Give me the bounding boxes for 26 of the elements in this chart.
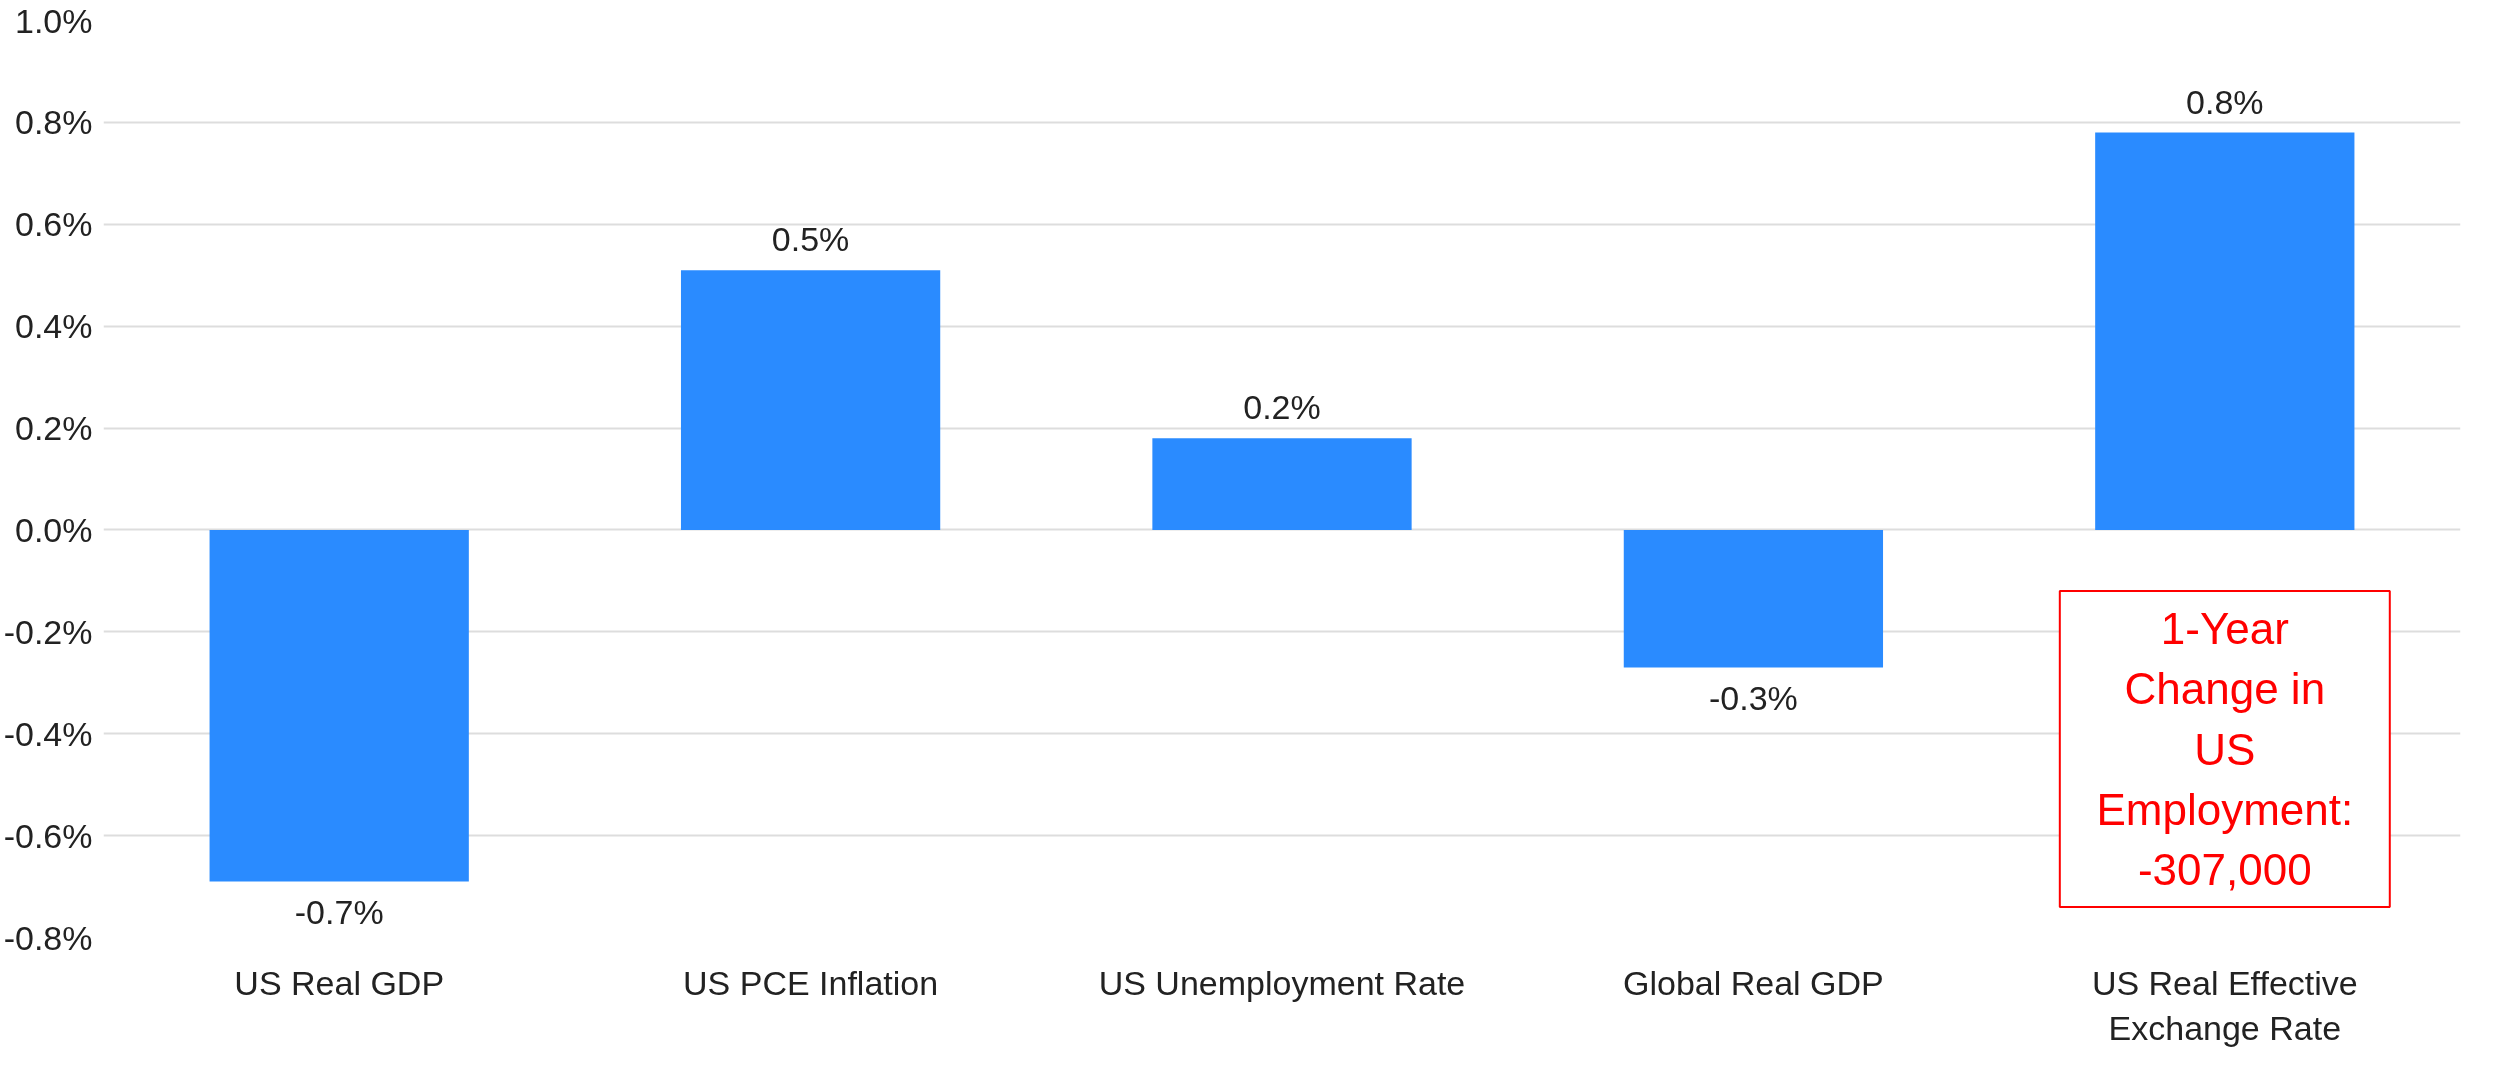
annotation: 1-Year Change in US Employment: -307,000: [2096, 604, 2354, 894]
bar: [2095, 132, 2355, 530]
x-tick-label: US Real Effective Exchange Rate: [2091, 963, 2358, 1048]
y-tick-label: 1.0%: [15, 1, 93, 40]
y-tick-label: -0.8%: [3, 918, 93, 957]
y-tick-label: 0.4%: [15, 307, 93, 346]
data-label: 0.2%: [1243, 388, 1321, 427]
y-tick-label: -0.2%: [3, 612, 93, 651]
bar: [209, 529, 469, 882]
y-tick-label: 0.8%: [15, 103, 93, 142]
bar: [1623, 529, 1884, 668]
x-tick-label: US Real GDP: [234, 963, 445, 1002]
x-tick-label: US PCE Inflation: [683, 963, 939, 1002]
bar: [680, 270, 941, 530]
data-label: -0.3%: [1708, 679, 1798, 718]
data-label: 0.8%: [2186, 82, 2264, 121]
bar: [1152, 438, 1412, 530]
y-tick-label: -0.4%: [3, 714, 93, 753]
y-tick-label: 0.6%: [15, 205, 93, 244]
data-label: -0.7%: [294, 893, 384, 932]
y-tick-label: 0.0%: [15, 510, 93, 549]
x-tick-label: US Unemployment Rate: [1098, 963, 1466, 1002]
y-tick-label: -0.6%: [3, 816, 93, 855]
y-tick-label: 0.2%: [15, 409, 93, 448]
x-tick-label: Global Real GDP: [1623, 963, 1884, 1002]
data-label: 0.5%: [771, 220, 850, 259]
